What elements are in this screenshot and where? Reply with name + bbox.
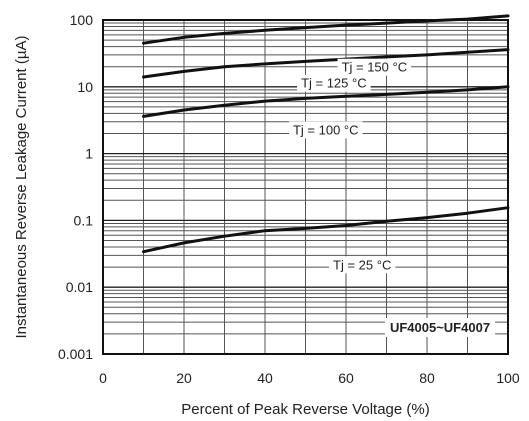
series-line [142,85,510,118]
x-tick-label: 0 [99,370,107,386]
series-label: Tj = 25 °C [333,257,391,272]
x-tick-label: 40 [257,370,273,386]
y-tick-label: 100 [70,12,94,28]
series-label-background [337,58,412,76]
y-axis-title: Instantaneous Reverse Leakage Current (µ… [13,36,30,339]
y-tick-label: 0.01 [66,279,93,295]
part-number-box: UF4005~UF4007 [384,318,496,337]
y-tick-label: 0.1 [74,212,94,228]
tick-labels: 0 20 40 60 80 100 0.001 0.01 0.1 1 10 100 [58,12,520,386]
x-tick-label: 60 [338,370,354,386]
curves [142,14,510,254]
x-tick-label: 20 [176,370,192,386]
plot-frame [102,19,509,355]
x-axis-title: Percent of Peak Reverse Voltage (%) [181,401,429,418]
curve-labels: Tj = 150 °CTj = 125 °C Tj = 100 °C Tj = 25… [288,58,412,274]
series-label-background [297,74,371,92]
series-label: Tj = 150 °C [342,60,408,75]
series-label-background [288,121,363,139]
series-label: Tj = 125 °C [301,76,367,91]
part-number-background [384,318,496,337]
y-tick-label: 10 [77,79,93,95]
series-line [142,206,510,254]
grid [103,20,508,354]
series-label: Tj = 100 °C [293,122,359,137]
x-tick-label: 100 [496,370,520,386]
series-line [142,48,510,79]
series-label-background [329,256,396,274]
x-tick-label: 80 [419,370,435,386]
part-number-label: UF4005~UF4007 [390,320,490,335]
y-tick-label: 0.001 [58,346,93,362]
y-tick-label: 1 [85,146,93,162]
series-line [142,14,510,45]
